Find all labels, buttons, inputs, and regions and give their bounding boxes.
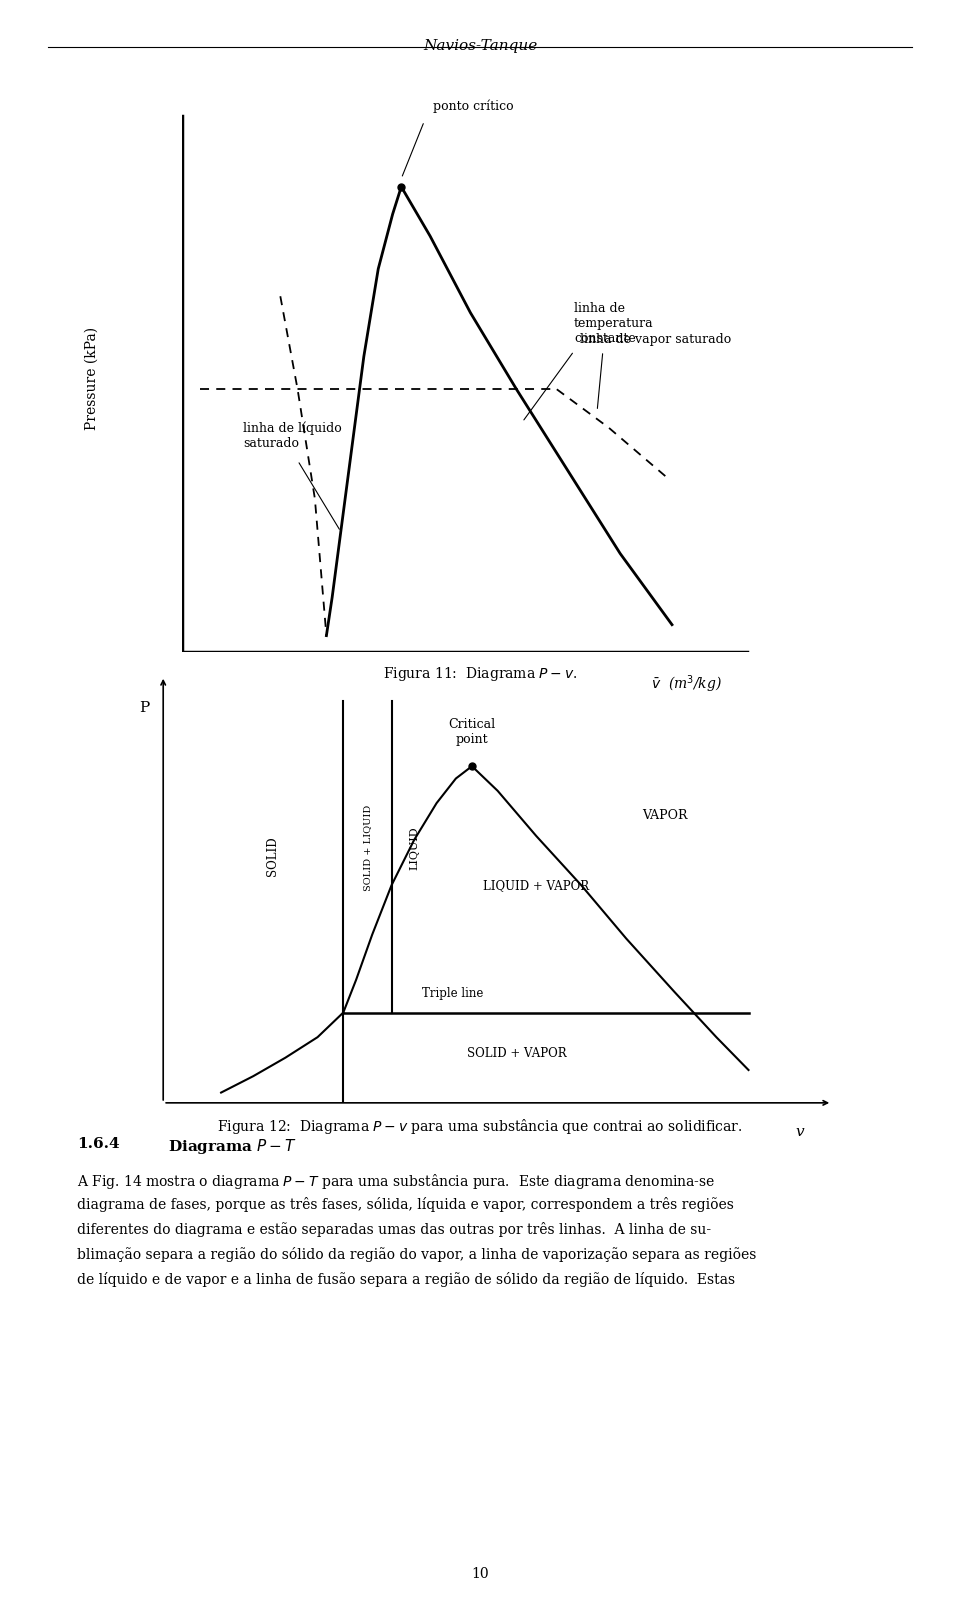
Text: A Fig. 14 mostra o diagrama $P - T$ para uma substância pura.  Este diagrama den: A Fig. 14 mostra o diagrama $P - T$ para… bbox=[77, 1172, 715, 1191]
Text: VAPOR: VAPOR bbox=[642, 808, 687, 823]
Text: diagrama de fases, porque as três fases, sólida, líquida e vapor, correspondem a: diagrama de fases, porque as três fases,… bbox=[77, 1198, 733, 1212]
Text: Navios-Tanque: Navios-Tanque bbox=[422, 39, 538, 53]
Text: Pressure (kPa): Pressure (kPa) bbox=[84, 327, 98, 430]
Text: linha de
temperatura
constante: linha de temperatura constante bbox=[574, 303, 654, 345]
Text: Triple line: Triple line bbox=[422, 987, 483, 1000]
Text: linha de vapor saturado: linha de vapor saturado bbox=[580, 333, 732, 346]
Text: LIQUID + VAPOR: LIQUID + VAPOR bbox=[483, 879, 589, 892]
Text: Critical
point: Critical point bbox=[448, 718, 495, 745]
Text: $\bar{v}$  (m$^3$/kg): $\bar{v}$ (m$^3$/kg) bbox=[651, 673, 722, 694]
Text: SOLID + VAPOR: SOLID + VAPOR bbox=[468, 1046, 566, 1059]
Text: v: v bbox=[796, 1125, 804, 1138]
Text: Figura 12:  Diagrama $P - v$ para uma substância que contrai ao solidificar.: Figura 12: Diagrama $P - v$ para uma sub… bbox=[217, 1117, 743, 1137]
Text: blimação separa a região do sólido da região do vapor, a linha de vaporização se: blimação separa a região do sólido da re… bbox=[77, 1246, 756, 1262]
Text: diferentes do diagrama e estão separadas umas das outras por três linhas.  A lin: diferentes do diagrama e estão separadas… bbox=[77, 1222, 711, 1236]
Text: LIQUID: LIQUID bbox=[409, 826, 420, 869]
Text: 1.6.4: 1.6.4 bbox=[77, 1137, 119, 1151]
Text: P: P bbox=[139, 700, 149, 715]
Text: SOLID + LIQUID: SOLID + LIQUID bbox=[363, 805, 372, 892]
Text: ponto crítico: ponto crítico bbox=[433, 100, 514, 113]
Text: linha de líquido
saturado: linha de líquido saturado bbox=[243, 420, 342, 449]
Text: Diagrama $P - T$: Diagrama $P - T$ bbox=[168, 1137, 297, 1156]
Text: SOLID: SOLID bbox=[266, 837, 279, 876]
Text: Figura 11:  Diagrama $P - v$.: Figura 11: Diagrama $P - v$. bbox=[383, 665, 577, 683]
Text: de líquido e de vapor e a linha de fusão separa a região de sólido da região de : de líquido e de vapor e a linha de fusão… bbox=[77, 1272, 735, 1286]
Text: 10: 10 bbox=[471, 1567, 489, 1581]
